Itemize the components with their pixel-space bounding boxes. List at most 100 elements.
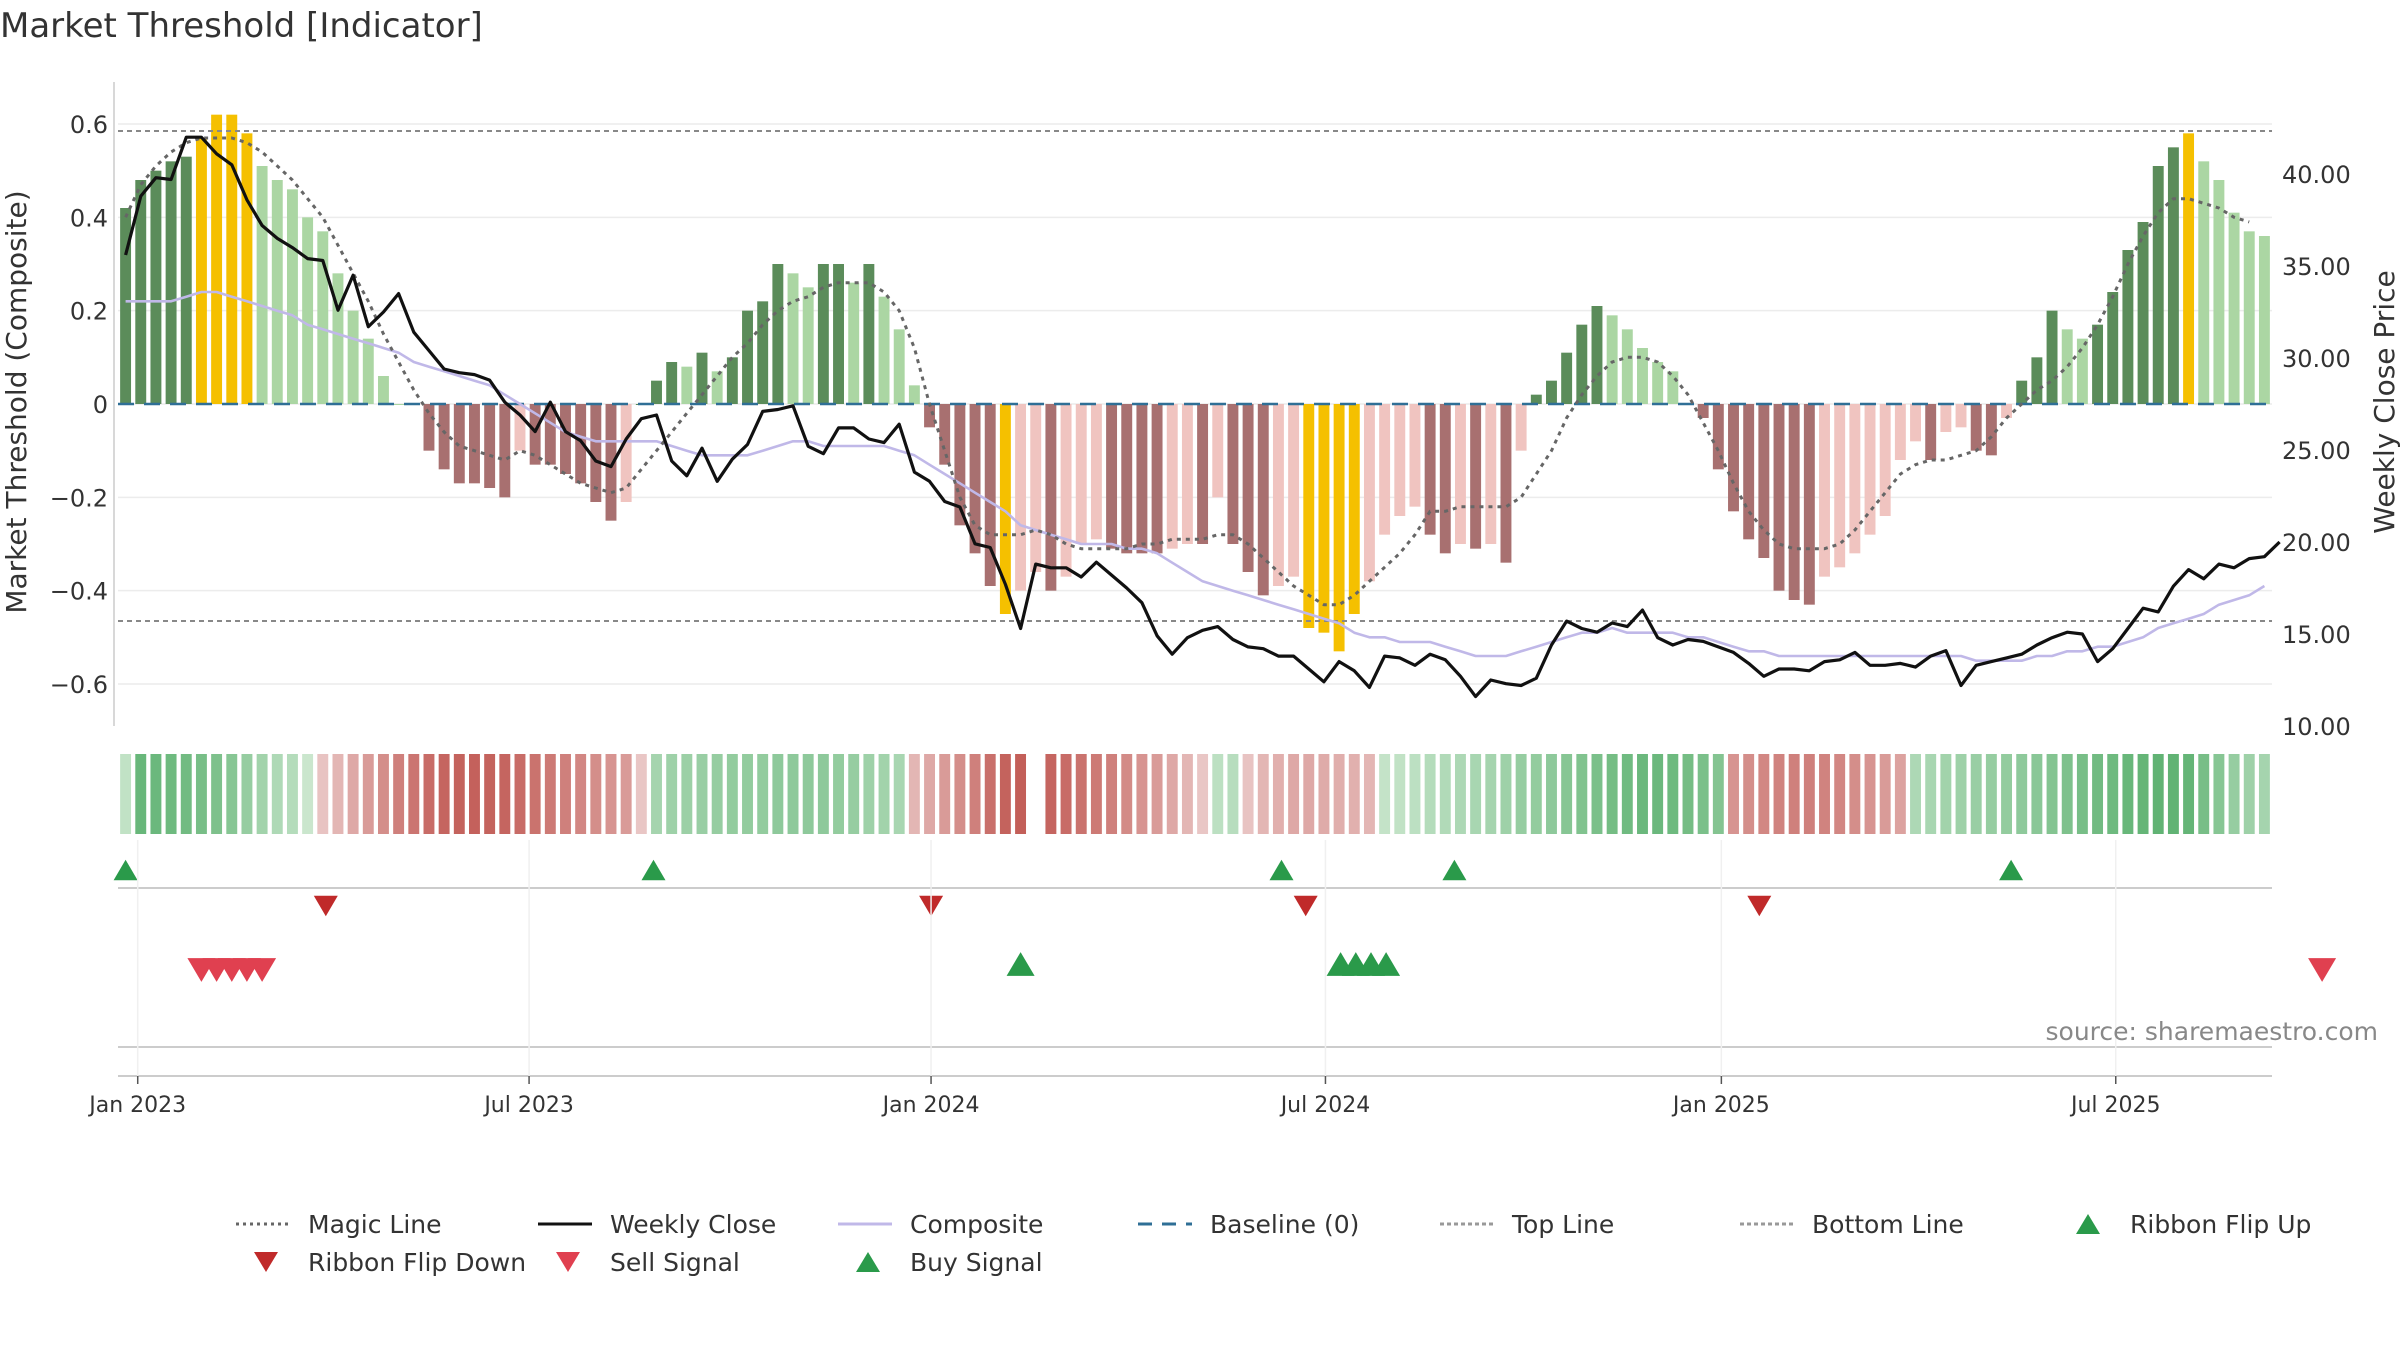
composite-bar — [817, 264, 829, 404]
ribbon-cell — [878, 754, 890, 834]
composite-bar — [2258, 236, 2270, 404]
ribbon-cell — [833, 754, 844, 834]
composite-bar — [165, 161, 177, 404]
composite-bar — [1333, 404, 1345, 652]
composite-bar — [195, 138, 207, 404]
x-tick-label: Jul 2024 — [1279, 1093, 1371, 1118]
ribbon-cell — [1591, 754, 1603, 834]
ribbon-cell — [999, 754, 1011, 834]
ribbon-cell — [2076, 754, 2088, 834]
ribbon-cell — [1546, 754, 1557, 834]
ribbon-cell — [908, 754, 920, 834]
ribbon-cell — [742, 754, 753, 834]
buy-signal-marker — [1006, 952, 1035, 976]
ribbon-cell — [1712, 754, 1724, 834]
composite-bars — [120, 114, 2270, 652]
y-tick-label: −0.6 — [50, 671, 108, 699]
ribbon-cell — [1060, 754, 1072, 834]
ribbon-cell — [1363, 754, 1375, 834]
composite-bar — [2107, 292, 2119, 404]
ribbon-cell — [195, 754, 207, 834]
ribbon-cell — [120, 754, 132, 834]
composite-bar — [469, 404, 480, 484]
composite-bar — [1940, 404, 1952, 432]
composite-bar — [1879, 404, 1891, 516]
composite-bar — [1849, 404, 1861, 554]
ribbon-cell — [863, 754, 875, 834]
composite-bar — [332, 273, 344, 404]
composite-bar — [954, 404, 966, 526]
ribbon-cell — [1288, 754, 1300, 834]
legend-label: Ribbon Flip Up — [2130, 1210, 2311, 1239]
composite-bar — [1424, 404, 1436, 535]
legend-entry: Bottom Line — [1740, 1210, 1964, 1239]
composite-bar — [1045, 404, 1057, 591]
ribbon-cell — [1940, 754, 1952, 834]
composite-bar — [150, 170, 162, 404]
composite-bar — [878, 296, 890, 404]
composite-bar — [1212, 404, 1224, 498]
axes: 0.6 0.4 0.2 0 −0.2 −0.4 −0.6 40.00 35.00 30.00 25.… — [50, 82, 2351, 741]
composite-bar — [1454, 404, 1466, 544]
ribbon-cell — [1621, 754, 1633, 834]
ribbon-cell — [1121, 754, 1133, 834]
composite-bar — [1925, 404, 1937, 460]
ribbon-cell — [271, 754, 283, 834]
composite-bar — [1773, 404, 1785, 591]
ribbon-cell — [499, 754, 511, 834]
ribbon-cell — [711, 754, 723, 834]
composite-bar — [711, 371, 723, 404]
x-tick-label: Jan 2023 — [87, 1093, 186, 1118]
composite-bar — [1652, 362, 1664, 404]
ribbon-cell — [1819, 754, 1830, 834]
composite-bar — [1181, 404, 1193, 544]
composite-bar — [2092, 324, 2104, 404]
ribbon-cell — [423, 754, 435, 834]
composite-bar — [2076, 338, 2088, 404]
composite-bar — [1819, 404, 1830, 577]
legend-entry: Ribbon Flip Up — [2076, 1210, 2311, 1239]
composite-bar — [1712, 404, 1724, 470]
composite-bar — [1591, 306, 1603, 404]
composite-bar — [1379, 404, 1391, 535]
composite-bar — [1803, 404, 1815, 605]
ribbon-cell — [1955, 754, 1967, 834]
composite-bar — [2228, 212, 2240, 404]
ribbon-cell — [1394, 754, 1406, 834]
ribbon-cell — [1075, 754, 1087, 834]
composite-bar — [317, 231, 329, 404]
composite-bar — [1166, 404, 1178, 549]
ribbon-cell — [787, 754, 799, 834]
composite-bar — [1242, 404, 1254, 572]
weekly-close-line — [124, 135, 2281, 699]
composite-bar — [802, 287, 814, 404]
ribbon-cell — [893, 754, 905, 834]
legend-marker-swatch — [856, 1252, 880, 1272]
composite-bar — [893, 329, 905, 404]
composite-bar — [2137, 222, 2149, 404]
ribbon-flip-down-marker — [1293, 895, 1318, 917]
composite-bar — [590, 404, 602, 502]
composite-bar — [1697, 404, 1709, 418]
composite-bar — [1955, 404, 1967, 428]
ribbon-cell — [317, 754, 329, 834]
composite-bar — [1758, 404, 1770, 558]
ribbon-cell — [757, 754, 769, 834]
ribbon-cell — [1637, 754, 1648, 834]
composite-bar — [1606, 315, 1618, 404]
y-tick-label: 0.6 — [70, 111, 108, 139]
composite-bar — [180, 156, 192, 404]
composite-bar — [1667, 371, 1679, 404]
composite-bar — [302, 217, 314, 404]
y2-tick-label: 40.00 — [2282, 161, 2351, 189]
composite-bar — [135, 180, 147, 404]
ribbon-cell — [1136, 754, 1148, 834]
source-credit: source: sharemaestro.com — [2046, 1017, 2379, 1046]
ribbon-cell — [1303, 754, 1315, 834]
ribbon-cell — [969, 754, 981, 834]
ribbon-cell — [1045, 754, 1057, 834]
composite-bar — [2046, 310, 2058, 404]
composite-bar — [908, 385, 920, 404]
composite-bar — [1864, 404, 1876, 535]
ribbon-cell — [605, 754, 617, 834]
